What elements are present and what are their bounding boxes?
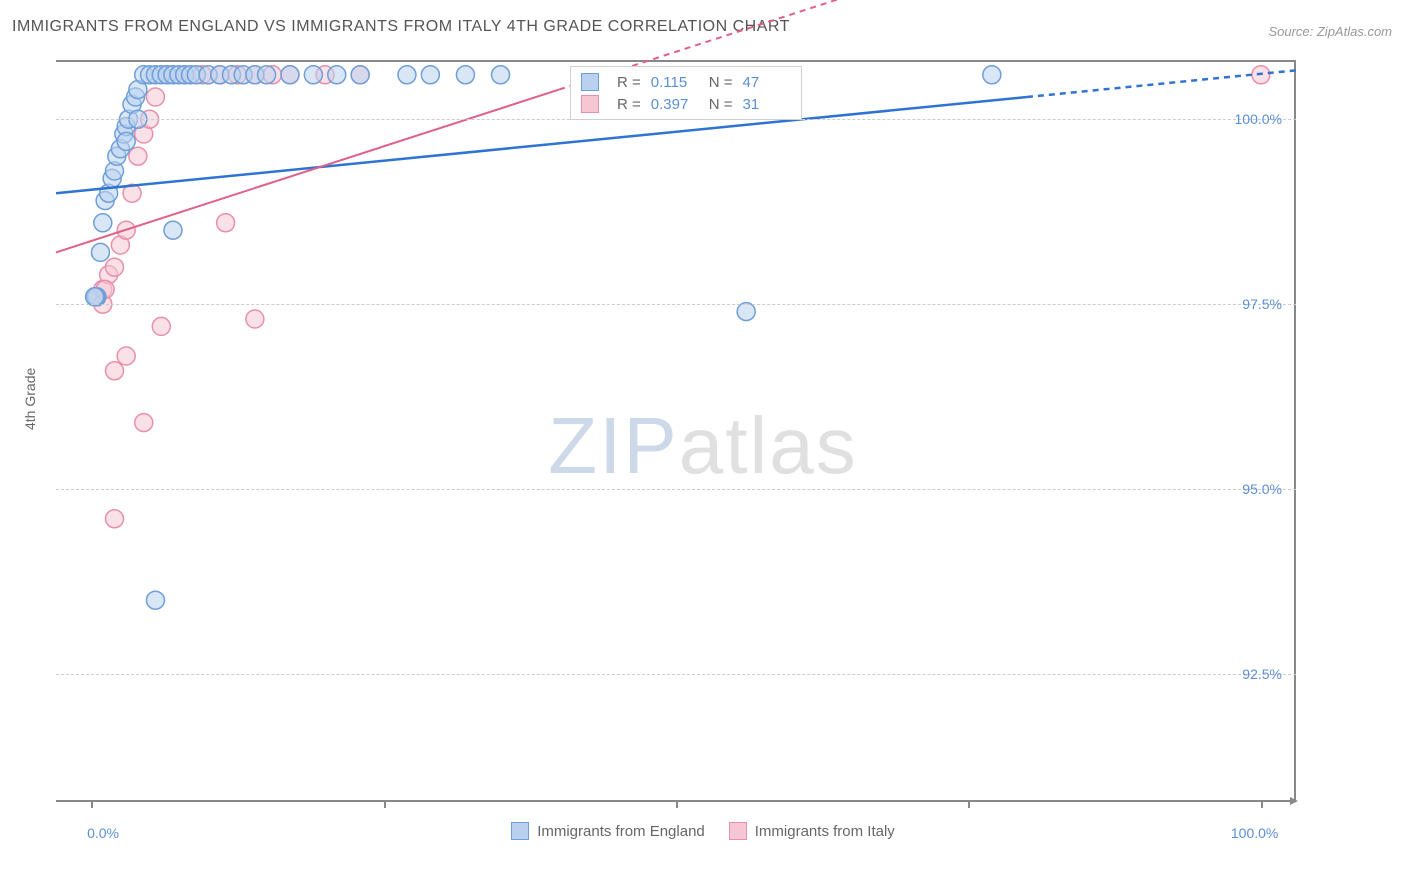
data-point-england xyxy=(164,221,182,239)
legend-top-row-england: R =0.115N =47 xyxy=(581,71,791,93)
data-point-england xyxy=(351,66,369,84)
data-point-england xyxy=(421,66,439,84)
y-axis-title: 4th Grade xyxy=(22,368,38,430)
x-tick xyxy=(91,800,93,808)
y-tick-label: 95.0% xyxy=(1242,481,1288,497)
data-point-italy xyxy=(129,147,147,165)
x-tick xyxy=(384,800,386,808)
legend-bottom-item-england: Immigrants from England xyxy=(511,822,705,840)
data-point-england xyxy=(328,66,346,84)
legend-bottom-item-italy: Immigrants from Italy xyxy=(729,822,895,840)
data-point-england xyxy=(737,303,755,321)
y-tick-label: 97.5% xyxy=(1242,296,1288,312)
legend-label: Immigrants from Italy xyxy=(755,823,895,840)
data-point-england xyxy=(398,66,416,84)
legend-label: Immigrants from England xyxy=(537,823,705,840)
swatch-italy xyxy=(729,822,747,840)
data-point-england xyxy=(983,66,1001,84)
data-point-italy xyxy=(105,362,123,380)
gridline xyxy=(56,304,1296,305)
y-tick-label: 92.5% xyxy=(1242,666,1288,682)
data-point-england xyxy=(117,132,135,150)
data-point-italy xyxy=(152,317,170,335)
x-tick xyxy=(1261,800,1263,808)
data-point-england xyxy=(91,243,109,261)
x-tick-label-left: 0.0% xyxy=(87,825,119,841)
data-point-italy xyxy=(146,88,164,106)
data-point-england xyxy=(304,66,322,84)
data-point-england xyxy=(146,591,164,609)
data-point-england xyxy=(94,214,112,232)
data-point-italy xyxy=(246,310,264,328)
x-tick xyxy=(676,800,678,808)
data-point-italy xyxy=(135,414,153,432)
x-tick-label-right: 100.0% xyxy=(1231,825,1278,841)
legend-top-row-italy: R =0.397N =31 xyxy=(581,93,791,115)
source-label: Source: ZipAtlas.com xyxy=(1268,24,1392,39)
data-point-england xyxy=(281,66,299,84)
chart-svg xyxy=(56,60,1296,800)
data-point-italy xyxy=(117,347,135,365)
swatch-england xyxy=(581,73,599,91)
swatch-italy xyxy=(581,95,599,113)
y-tick-label: 100.0% xyxy=(1235,111,1288,127)
gridline xyxy=(56,674,1296,675)
data-point-england xyxy=(258,66,276,84)
data-point-england xyxy=(456,66,474,84)
legend-bottom: Immigrants from England Immigrants from I… xyxy=(0,822,1406,844)
data-point-italy xyxy=(105,510,123,528)
legend-top: R =0.115N =47R =0.397N =31 xyxy=(570,66,802,120)
data-point-italy xyxy=(105,258,123,276)
chart-title: IMMIGRANTS FROM ENGLAND VS IMMIGRANTS FR… xyxy=(12,18,790,36)
swatch-england xyxy=(511,822,529,840)
regression-line-england xyxy=(56,97,1027,193)
gridline xyxy=(56,489,1296,490)
x-tick xyxy=(968,800,970,808)
data-point-italy xyxy=(217,214,235,232)
data-point-england xyxy=(86,288,104,306)
data-point-england xyxy=(492,66,510,84)
